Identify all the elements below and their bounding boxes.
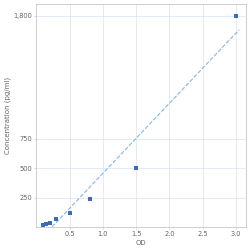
Point	[88, 197, 92, 201]
Point	[68, 211, 72, 215]
Point	[234, 14, 238, 18]
Point	[48, 221, 52, 225]
X-axis label: OD: OD	[136, 240, 146, 246]
Point	[44, 222, 48, 226]
Point	[54, 217, 58, 221]
Y-axis label: Concentration (pg/ml): Concentration (pg/ml)	[4, 77, 11, 154]
Point	[134, 166, 138, 170]
Point	[41, 224, 45, 228]
